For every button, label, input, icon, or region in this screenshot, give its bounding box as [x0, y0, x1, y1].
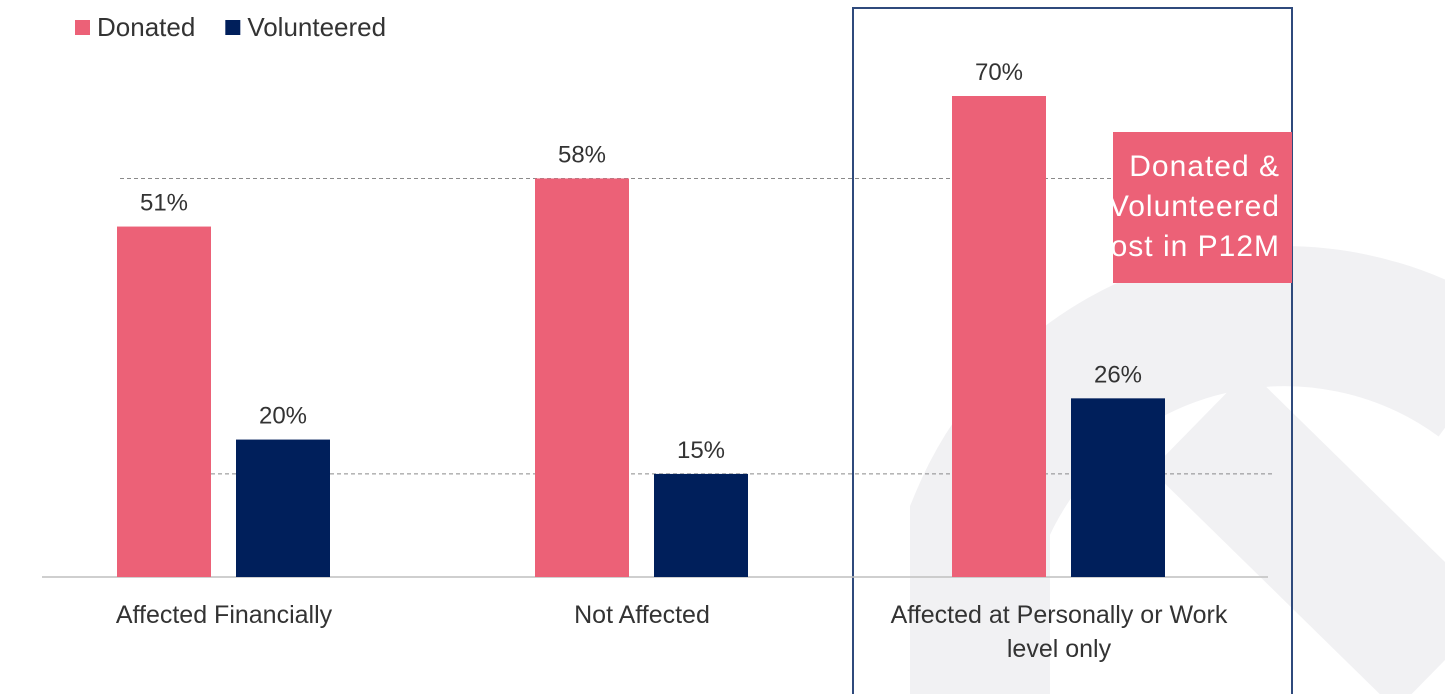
value-label: 20% [259, 403, 307, 430]
annotation-text: Donated & [1129, 150, 1280, 183]
bar [535, 178, 629, 577]
value-label: 15% [677, 437, 725, 464]
legend-swatch [225, 20, 241, 35]
annotation-box [1113, 132, 1292, 283]
x-tick-label: Affected Financially [115, 601, 333, 629]
watermark-stroke [1151, 369, 1445, 694]
legend-swatch [75, 20, 90, 35]
value-label: 58% [558, 141, 606, 168]
x-tick-label: Affected at Personally or Work level onl… [890, 601, 1228, 663]
bar [236, 439, 330, 577]
value-label: 26% [1094, 361, 1142, 388]
annotation-text: Most in P12M [1085, 230, 1280, 263]
bar [952, 96, 1046, 577]
bar [1071, 398, 1165, 577]
bar [117, 226, 211, 578]
legend-label: Volunteered [247, 12, 386, 42]
value-label: 51% [140, 190, 188, 217]
legend-label: Donated [97, 12, 195, 42]
x-tick-label: Not Affected [574, 601, 710, 629]
value-label: 70% [975, 59, 1023, 86]
highlight-box [852, 7, 1293, 694]
annotation-text: Volunteered [1109, 190, 1280, 223]
bar [654, 473, 748, 577]
